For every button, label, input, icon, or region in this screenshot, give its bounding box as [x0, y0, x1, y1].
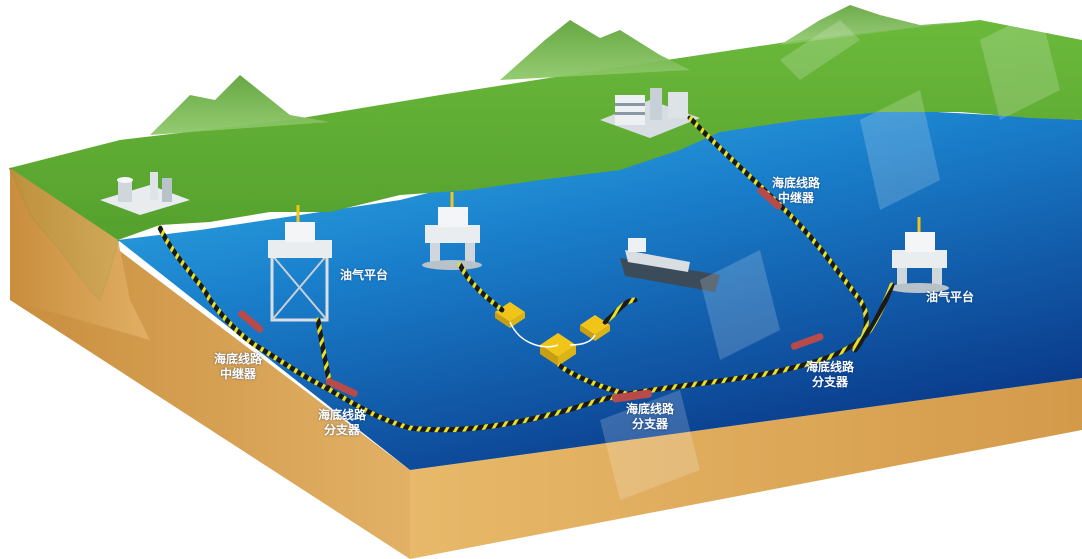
cable-platform-middle — [457, 262, 505, 313]
refinery-left-icon — [100, 172, 190, 215]
repeater-left-icon — [238, 310, 264, 333]
oil-platform-right-label: 油气平台 — [926, 290, 975, 304]
flowline — [509, 321, 559, 348]
branch-center-label: 海底线路 分支器 — [626, 402, 675, 431]
ship-icon — [620, 238, 720, 292]
flowline — [569, 334, 596, 346]
branch-left-label: 海底线路 分支器 — [318, 408, 367, 437]
repeater-top-icon — [757, 186, 782, 210]
branch-unit-left-icon — [325, 378, 358, 397]
land-area — [10, 20, 1082, 300]
repeater-top-label: 海底线路 中继器 — [772, 176, 821, 205]
oil-platform-right-icon — [889, 217, 949, 293]
cable-powerplant-branch — [687, 115, 869, 353]
repeater-left-label: 海底线路 中继器 — [214, 352, 263, 381]
shore-cliff — [10, 168, 150, 340]
oil-platform-left-label: 油气平台 — [340, 268, 389, 282]
oil-platform-middle-icon — [422, 192, 482, 270]
cable-ship-buoy — [602, 297, 638, 325]
watermark-logo — [600, 10, 1060, 500]
power-plant-icon — [600, 88, 700, 138]
mountain-center — [500, 20, 690, 80]
branch-unit-center-icon — [612, 389, 652, 403]
cable-refinery-to-branch — [157, 225, 413, 431]
cable-main-trunk — [407, 282, 895, 433]
mountain-right — [780, 5, 960, 45]
subsea-buoy-left-icon — [495, 302, 525, 328]
mountain-left — [150, 75, 330, 135]
soil-right-face — [410, 378, 1082, 559]
subsea-buoy-right-icon — [580, 315, 610, 341]
branch-unit-right-icon — [790, 333, 824, 350]
branch-right-label: 海底线路 分支器 — [806, 360, 855, 389]
oil-platform-left-icon — [268, 205, 332, 322]
sea-surface — [118, 100, 1082, 470]
